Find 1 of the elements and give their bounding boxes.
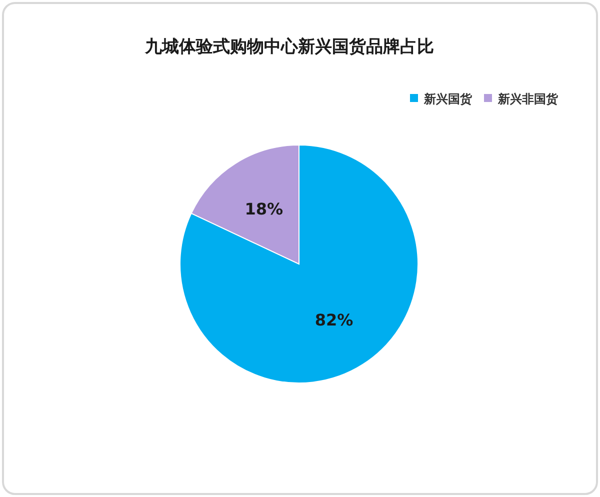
title: 九城体验式购物中心新兴国货品牌占比 <box>145 37 434 57</box>
